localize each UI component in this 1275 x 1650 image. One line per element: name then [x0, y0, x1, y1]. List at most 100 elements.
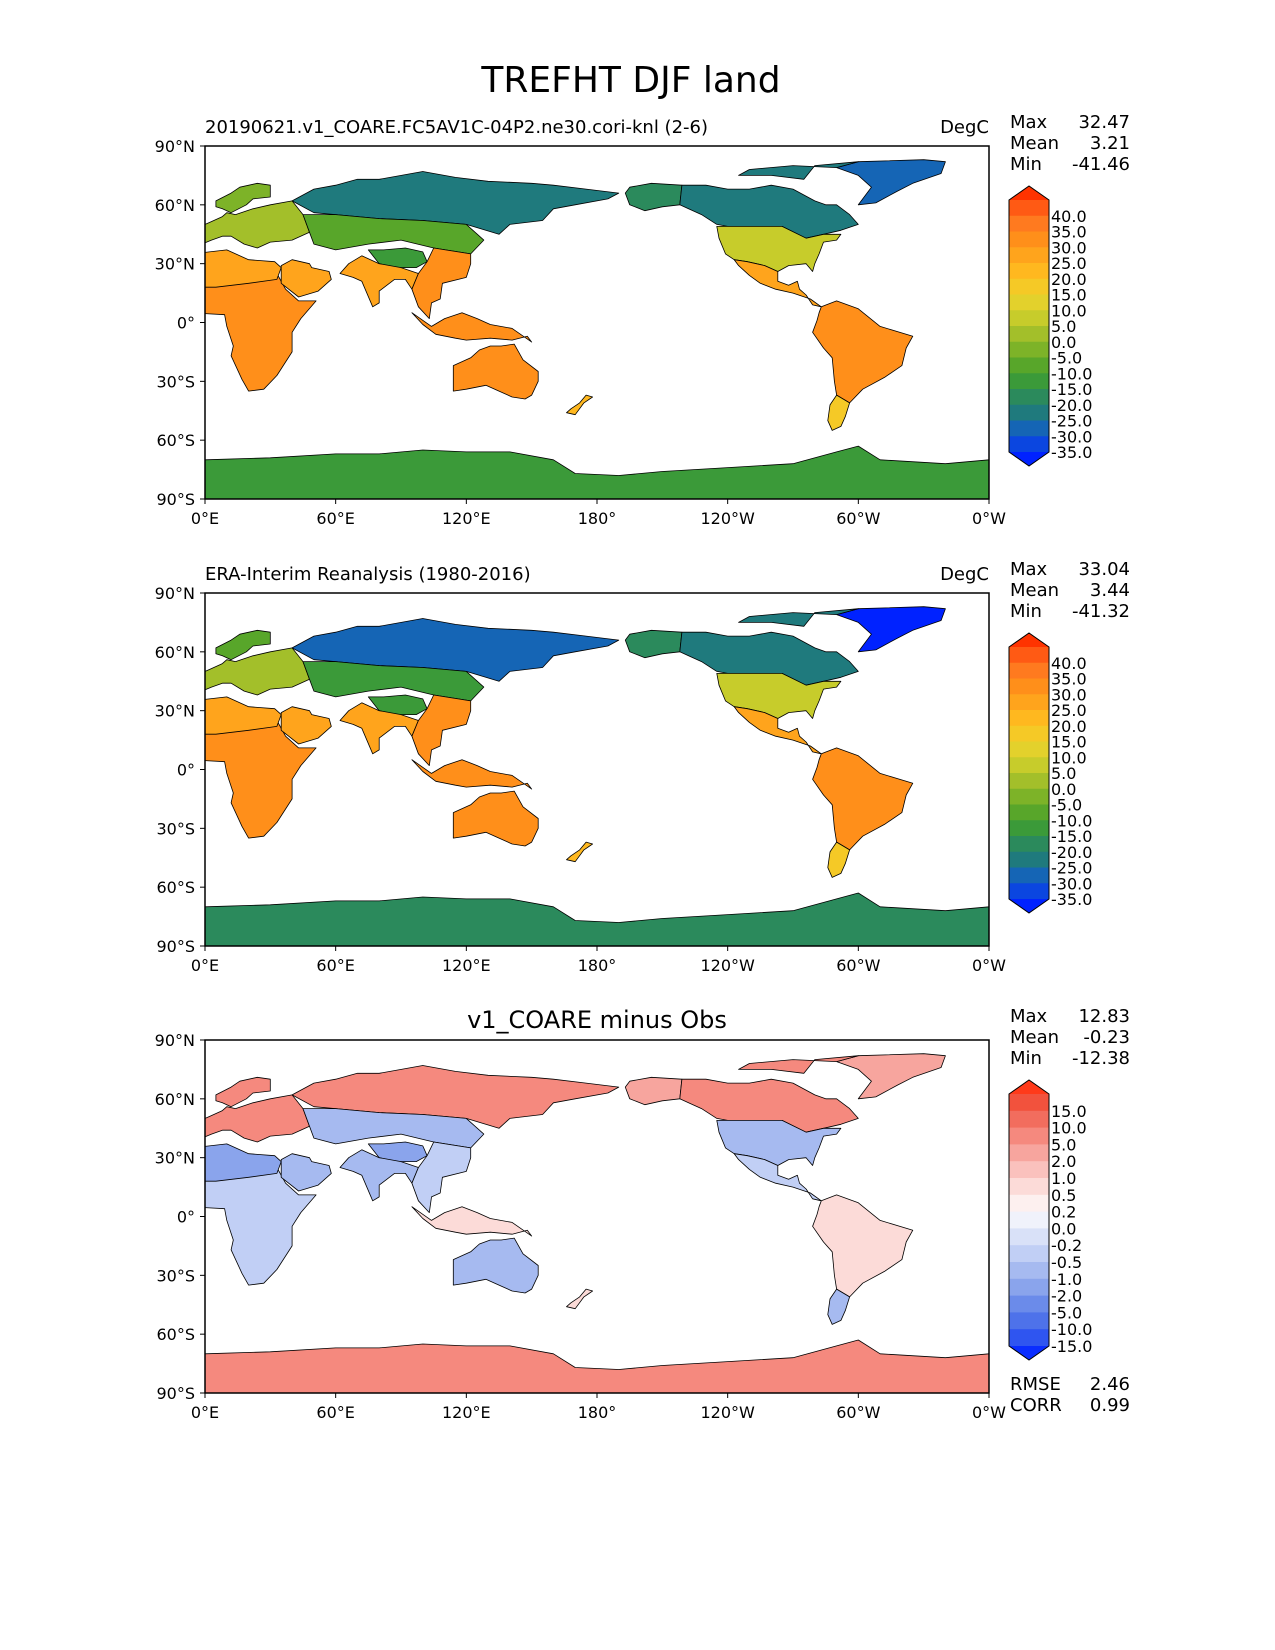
region-greenland	[836, 159, 946, 206]
colorbar-bin	[1009, 1262, 1049, 1280]
colorbar-tick-label: 40.0	[1051, 207, 1087, 226]
panel-reference: ERA-Interim Reanalysis (1980-2016) DegC 0°…	[155, 559, 1130, 975]
colorbar-tick-label: 40.0	[1051, 654, 1087, 673]
region-sahara	[205, 696, 282, 735]
colorbar-tick-label: -25.0	[1051, 859, 1092, 878]
colorbar-tick-label: 2.0	[1051, 1152, 1076, 1171]
colorbar-bin	[1009, 710, 1049, 727]
colorbar-bin	[1009, 231, 1049, 248]
colorbar-bin	[1009, 1245, 1049, 1263]
x-tick-label: 120°W	[700, 956, 755, 975]
colorbar-bin	[1009, 294, 1049, 311]
land-layer	[205, 606, 989, 946]
colorbar-extend-over	[1009, 633, 1049, 647]
colorbar-tick-label: 10.0	[1051, 1119, 1087, 1138]
colorbar-tick-label: -1.0	[1051, 1270, 1082, 1289]
colorbar-bin	[1009, 389, 1049, 406]
panel-test: 20190621.v1_COARE.FC5AV1C-04P2.ne30.cori…	[155, 112, 1130, 528]
stat-value: -41.32	[1072, 601, 1130, 622]
colorbar-bin	[1009, 647, 1049, 664]
colorbar-bin	[1009, 1295, 1049, 1313]
x-tick-label: 60°W	[836, 956, 880, 975]
x-tick-label: 0°E	[191, 509, 219, 528]
y-tick-label: 60°S	[156, 878, 195, 897]
colorbar-tick-label: -0.5	[1051, 1253, 1082, 1272]
y-tick-label: 90°N	[155, 1031, 195, 1050]
region-arabia	[280, 706, 332, 745]
colorbar-bin	[1009, 373, 1049, 390]
y-tick-label: 30°N	[155, 255, 195, 274]
colorbar: 15.010.05.02.01.00.50.20.0-0.2-0.5-1.0-2…	[1008, 1079, 1092, 1361]
region-greenland	[836, 1053, 946, 1100]
colorbar-tick-label: -20.0	[1051, 843, 1092, 862]
colorbar-tick-label: 5.0	[1051, 1135, 1076, 1154]
extra-stat-value: 2.46	[1090, 1374, 1130, 1395]
region-se_asia	[411, 1141, 472, 1213]
x-tick-label: 180°	[578, 956, 617, 975]
land-layer	[205, 159, 989, 499]
stat-value: -12.38	[1072, 1048, 1130, 1069]
colorbar-bin	[1009, 357, 1049, 374]
colorbar-tick-label: 35.0	[1051, 223, 1087, 242]
stat-value: 33.04	[1078, 559, 1130, 580]
x-tick-label: 180°	[578, 1403, 617, 1422]
figure-title: TREFHT DJF land	[480, 60, 780, 101]
colorbar-tick-label: 15.0	[1051, 733, 1087, 752]
colorbar-tick-label: 15.0	[1051, 1102, 1087, 1121]
colorbar-bin	[1009, 1329, 1049, 1347]
region-se_asia	[411, 694, 472, 766]
region-indonesia	[411, 759, 533, 790]
y-tick-label: 60°S	[156, 431, 195, 450]
colorbar-tick-label: -35.0	[1051, 890, 1092, 909]
colorbar-tick-label: 0.0	[1051, 333, 1076, 352]
colorbar-bin	[1009, 725, 1049, 742]
colorbar-bin	[1009, 1161, 1049, 1179]
colorbar-bin	[1009, 420, 1049, 437]
region-se_asia	[411, 247, 472, 320]
colorbar-tick-label: -10.0	[1051, 364, 1092, 383]
colorbar-tick-label: 0.0	[1051, 1219, 1076, 1238]
x-tick-label: 120°E	[442, 956, 491, 975]
stat-label: Mean	[1010, 133, 1059, 154]
stat-value: 32.47	[1078, 112, 1130, 133]
region-scandinavia	[215, 1076, 271, 1108]
colorbar-bin	[1009, 694, 1049, 711]
colorbar-bin	[1009, 1228, 1049, 1246]
region-scandinavia	[215, 182, 271, 214]
colorbar-extend-over	[1009, 1080, 1049, 1094]
colorbar-tick-label: -30.0	[1051, 874, 1092, 893]
panels-group: 20190621.v1_COARE.FC5AV1C-04P2.ne30.cori…	[155, 112, 1130, 1422]
x-tick-label: 0°E	[191, 1403, 219, 1422]
region-australia	[452, 1237, 539, 1294]
y-tick-label: 0°	[177, 1208, 195, 1227]
colorbar-tick-label: -15.0	[1051, 827, 1092, 846]
x-tick-label: 0°W	[972, 956, 1006, 975]
panel-title-left: 20190621.v1_COARE.FC5AV1C-04P2.ne30.cori…	[205, 117, 708, 138]
panel-difference: v1_COARE minus Obs 0°E 60°E 120°E 180° 120°W 6…	[155, 1006, 1130, 1422]
colorbar-bin	[1009, 773, 1049, 790]
region-arabia	[280, 1153, 332, 1192]
colorbar-tick-label: 15.0	[1051, 286, 1087, 305]
stat-label: Max	[1010, 112, 1048, 133]
x-tick-label: 180°	[578, 509, 617, 528]
panel-title-left: ERA-Interim Reanalysis (1980-2016)	[205, 564, 531, 585]
colorbar-extend-under	[1009, 1346, 1049, 1360]
colorbar: 40.035.030.025.020.015.010.05.00.0-5.0-1…	[1008, 632, 1092, 914]
y-tick-label: 90°N	[155, 584, 195, 603]
region-canada	[679, 1078, 859, 1133]
colorbar-bin	[1009, 1278, 1049, 1297]
colorbar-tick-label: -5.0	[1051, 796, 1082, 815]
colorbar-outline	[1008, 632, 1050, 914]
x-tick-label: 60°E	[316, 509, 354, 528]
region-nz	[566, 394, 593, 416]
stat-label: Max	[1010, 559, 1048, 580]
region-australia	[452, 343, 539, 400]
colorbar-extend-under	[1009, 899, 1049, 913]
stat-label: Mean	[1010, 1027, 1059, 1048]
x-tick-label: 120°W	[700, 509, 755, 528]
colorbar-bin	[1009, 1211, 1049, 1229]
extra-stat-value: 0.99	[1090, 1395, 1130, 1416]
y-tick-label: 60°N	[155, 1090, 195, 1109]
stat-label: Max	[1010, 1006, 1048, 1027]
